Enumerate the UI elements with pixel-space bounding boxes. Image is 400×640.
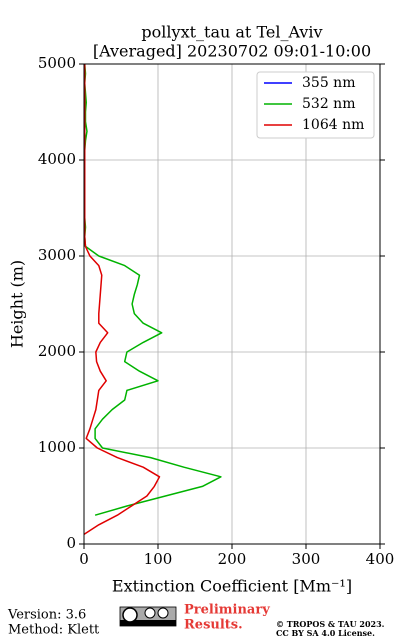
x-tick-label: 0: [79, 550, 89, 568]
cc-logo: [119, 606, 177, 627]
copyright: © TROPOS & TAU 2023.: [276, 619, 385, 629]
chart-title: pollyxt_tau at Tel_Aviv: [141, 23, 322, 42]
license: CC BY SA 4.0 License.: [276, 628, 375, 638]
y-axis-label: Height (m): [8, 260, 27, 348]
y-tick-label: 5000: [38, 54, 76, 72]
profile-line: [83, 64, 161, 536]
results: Results.: [184, 618, 243, 633]
plot-frame: [83, 63, 381, 545]
y-tick-label: 2000: [38, 342, 76, 360]
legend-box: [256, 71, 375, 139]
legend-label: 355 nm: [302, 75, 355, 91]
profile-line: [83, 63, 222, 516]
y-tick-label: 0: [66, 534, 76, 552]
preliminary: Preliminary: [184, 603, 270, 618]
legend-label: 532 nm: [302, 96, 355, 112]
y-tick-label: 3000: [38, 246, 76, 264]
chart-subtitle: [Averaged] 20230702 09:01-10:00: [93, 42, 371, 61]
y-tick-label: 4000: [38, 150, 76, 168]
x-tick-label: 400: [366, 550, 395, 568]
x-tick-label: 100: [144, 550, 173, 568]
x-tick-label: 200: [218, 550, 247, 568]
y-tick-label: 1000: [38, 438, 76, 456]
x-tick-label: 300: [292, 550, 321, 568]
x-axis-label: Extinction Coefficient [Mm⁻¹]: [112, 577, 352, 596]
method: Method: Klett: [8, 623, 100, 638]
legend-label: 1064 nm: [302, 117, 364, 133]
version: Version: 3.6: [7, 608, 86, 623]
